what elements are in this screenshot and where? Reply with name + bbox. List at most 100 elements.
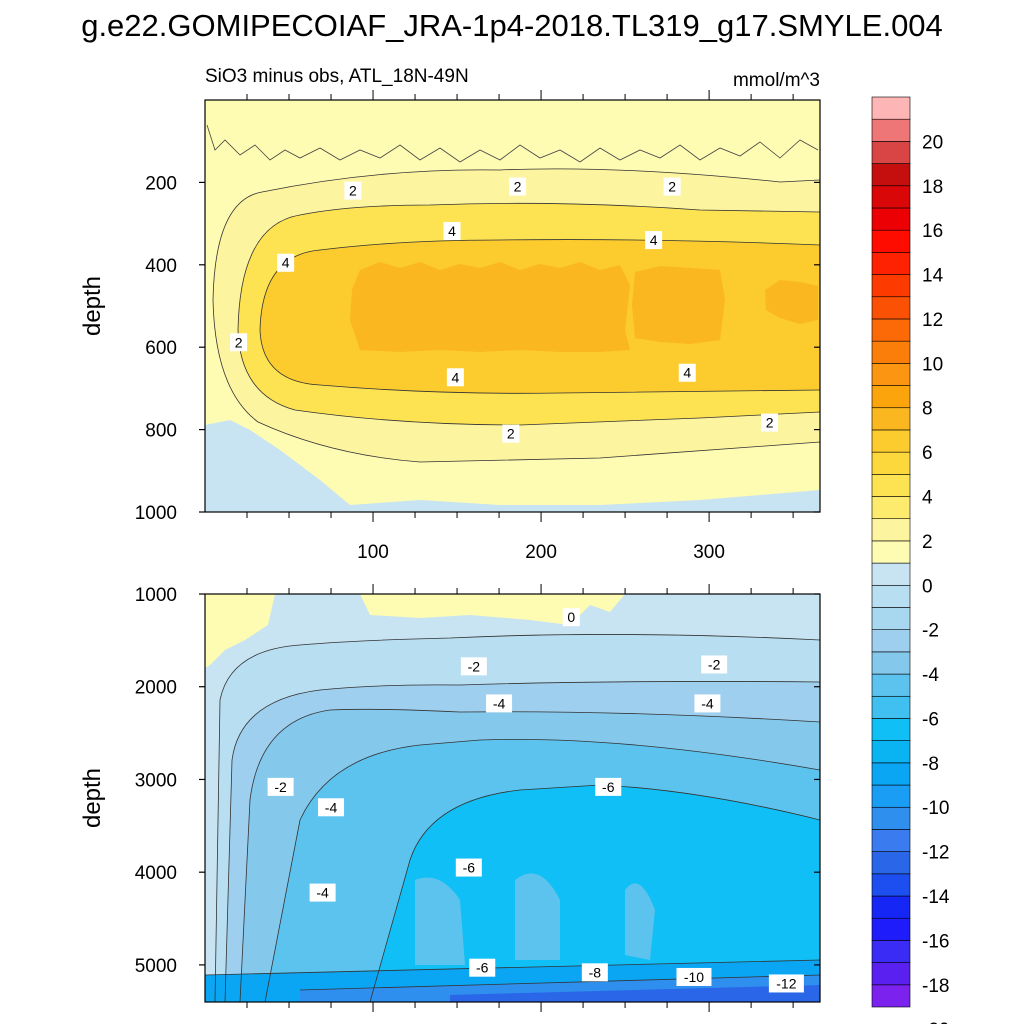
upper-panel: 200 400 600 800 1000 100 200 300 2 2 2 4 4 4 2 4 4 2 2 S…: [79, 66, 821, 563]
lower-y-tick-label: 4000: [135, 863, 177, 884]
upper-contour-label: 4: [645, 231, 663, 250]
colorbar-box: [871, 163, 911, 187]
contour-label-text: 2: [668, 179, 676, 195]
colorbar-box: [871, 806, 911, 830]
contour-label-box: [267, 777, 294, 796]
colorbar-box: [871, 940, 911, 963]
colorbar-tick-label: 14: [922, 266, 944, 287]
contour-label-text: 2: [507, 426, 515, 442]
colorbar-tick-label: -12: [922, 843, 949, 864]
contour-label-text: 0: [567, 609, 575, 625]
lower-contour-labels: 0 -2 -2 -4 -4 -2 -4 -6 -6 -4 -6 -8 -10 -12: [267, 608, 804, 993]
upper-contour-label: 2: [230, 333, 248, 352]
contour-label-text: -4: [316, 885, 329, 901]
upper-contour-label: 2: [663, 177, 681, 196]
colorbar-box: [871, 651, 911, 675]
contour-label-box: [309, 883, 336, 902]
colorbar-box: [871, 962, 911, 986]
colorbar-box: [871, 340, 911, 364]
lower-contour-label: -2: [701, 655, 728, 674]
contour-label-text: 4: [451, 369, 459, 385]
contour-label-text: 2: [235, 334, 243, 350]
contour-label-box: [486, 694, 513, 713]
colorbar-box: [871, 118, 911, 142]
lower-contour-label: -4: [694, 694, 721, 713]
upper-contour-label: 2: [344, 181, 362, 200]
contour-label-text: 4: [650, 232, 658, 248]
colorbar-tick-label: 8: [922, 399, 933, 420]
lower-contour-label: -6: [469, 958, 496, 977]
colorbar-box: [871, 141, 911, 164]
colorbar-box: [871, 185, 911, 209]
contour-label-box: [509, 177, 527, 196]
colorbar-box: [871, 984, 911, 1008]
colorbar-tick-label: 18: [922, 177, 943, 198]
colorbar-tick-label: -8: [922, 754, 939, 775]
colorbar-box: [871, 318, 911, 342]
upper-contour-field: [205, 100, 820, 512]
lower-y-axis: 1000 2000 3000 4000 5000: [135, 585, 820, 977]
colorbar-box: [871, 296, 911, 320]
colorbar-box: [871, 629, 911, 653]
contour-label-text: -6: [463, 860, 476, 876]
colorbar-box: [871, 429, 911, 453]
colorbar-tick-label: 4: [922, 488, 933, 509]
colorbar-tick-label: -20: [922, 1020, 949, 1024]
colorbar-box: [871, 673, 911, 697]
contour-label-text: 4: [683, 365, 691, 381]
colorbar-tick-label: 10: [922, 354, 943, 375]
upper-y-axis: 200 400 600 800 1000: [135, 173, 820, 524]
colorbar-box: [871, 917, 911, 941]
contour-label-box: [446, 368, 464, 387]
figure-title: g.e22.GOMIPECOIAF_JRA-1p4-2018.TL319_g17…: [81, 8, 943, 43]
contour-label-box: [761, 413, 779, 432]
upper-contour-label: 2: [502, 424, 520, 443]
colorbar-tick-label: 6: [922, 443, 933, 464]
upper-y-tick-label: 200: [145, 173, 177, 194]
upper-y-tick-label: 1000: [135, 503, 177, 524]
lower-x-axis: [246, 584, 794, 1012]
upper-contour-label: 4: [277, 253, 295, 272]
contour-label-box: [469, 958, 496, 977]
upper-x-axis: 100 200 300: [246, 90, 794, 563]
colorbar-box: [871, 451, 911, 475]
colorbar-box: [871, 584, 911, 608]
colorbar-box: [871, 385, 911, 409]
colorbar-box: [871, 695, 911, 719]
contour-label-text: 2: [349, 183, 357, 199]
colorbar-box: [871, 718, 911, 741]
lower-y-tick-label: 3000: [135, 770, 177, 791]
colorbar-box: [871, 562, 911, 586]
colorbar-box: [871, 96, 911, 120]
colorbar-box: [871, 895, 911, 919]
contour-label-text: -6: [602, 779, 615, 795]
colorbar-box: [871, 851, 911, 875]
colorbar-tick-label: 20: [922, 132, 943, 153]
lower-contour-label: -2: [460, 657, 487, 676]
contour-label-text: -2: [708, 656, 721, 672]
colorbar-box: [871, 274, 911, 298]
contour-label-text: -10: [684, 969, 704, 985]
colorbar-box: [871, 496, 911, 520]
colorbar-tick-labels: 20181614121086420-2-4-6-8-10-12-14-16-18…: [922, 132, 950, 1024]
colorbar-tick-label: 16: [922, 221, 943, 242]
colorbar-box: [871, 518, 911, 542]
colorbar-tick-label: 0: [922, 576, 933, 597]
lower-contour-label: -8: [581, 963, 608, 982]
upper-y-tick-label: 800: [145, 421, 177, 442]
contour-label-box: [344, 181, 362, 200]
colorbar-box: [871, 784, 911, 808]
contour-label-text: -4: [701, 695, 714, 711]
upper-x-tick-label: 100: [357, 542, 389, 563]
contour-label-text: 2: [766, 415, 774, 431]
lower-contour-field: [205, 594, 820, 1002]
contour-label-text: -8: [589, 964, 602, 980]
upper-plot-frame: [204, 99, 821, 513]
contour-label-text: -4: [325, 799, 338, 815]
contour-label-box: [443, 222, 461, 241]
upper-contour-labels: 2 2 2 4 4 4 2 4 4 2 2: [230, 177, 779, 443]
contour-label-box: [701, 655, 728, 674]
contour-label-box: [277, 253, 295, 272]
contour-label-text: -12: [776, 975, 796, 991]
